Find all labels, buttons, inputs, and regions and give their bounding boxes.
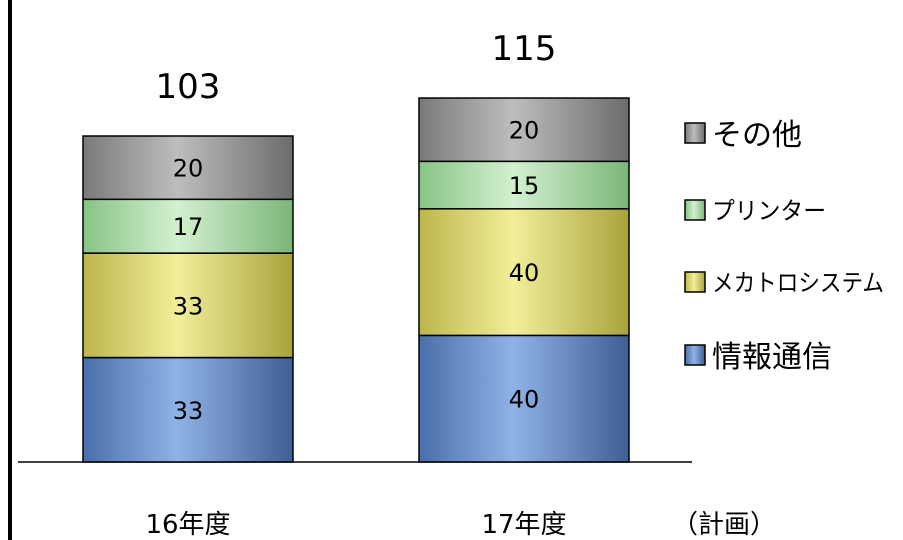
category-label: 17年度 [481,510,566,540]
segment-value-label: 40 [509,259,540,287]
total-label: 103 [156,67,221,107]
bar-segment-1-1 [418,208,630,337]
bars-layer: 33 33 17 20 40 40 15 20 [82,97,630,463]
legend-label: その他 [712,118,802,153]
category-labels-layer: 16年度 17年度 （計画） [145,510,776,540]
segment-value-label: 33 [173,292,204,320]
category-label: 16年度 [145,510,230,540]
category-note-label: （計画） [672,510,776,540]
segment-value-label: 20 [173,155,204,183]
bar-segment-3-0 [82,135,294,201]
legend-label: 情報通信 [712,340,832,375]
legend-swatch [684,271,706,293]
bar-segment-0-1 [418,334,630,463]
segment-value-label: 20 [509,117,540,145]
bar-segment-3-1 [418,97,630,163]
bar-segment-2-0 [82,198,294,254]
legend-label: メカトロシステム [712,269,884,297]
legend-swatch [684,344,706,366]
segment-value-label: 40 [509,386,540,414]
total-label: 115 [492,29,557,69]
segment-value-label: 15 [509,172,540,200]
legend-label: プリンター [712,197,826,225]
bar-segment-0-0 [82,356,294,463]
bar-segment-2-1 [418,160,630,210]
segment-value-label: 17 [173,213,204,241]
totals-layer: 103 115 [156,29,557,107]
segment-value-label: 33 [173,397,204,425]
legend-swatch [684,122,706,144]
legend-swatch [684,199,706,221]
